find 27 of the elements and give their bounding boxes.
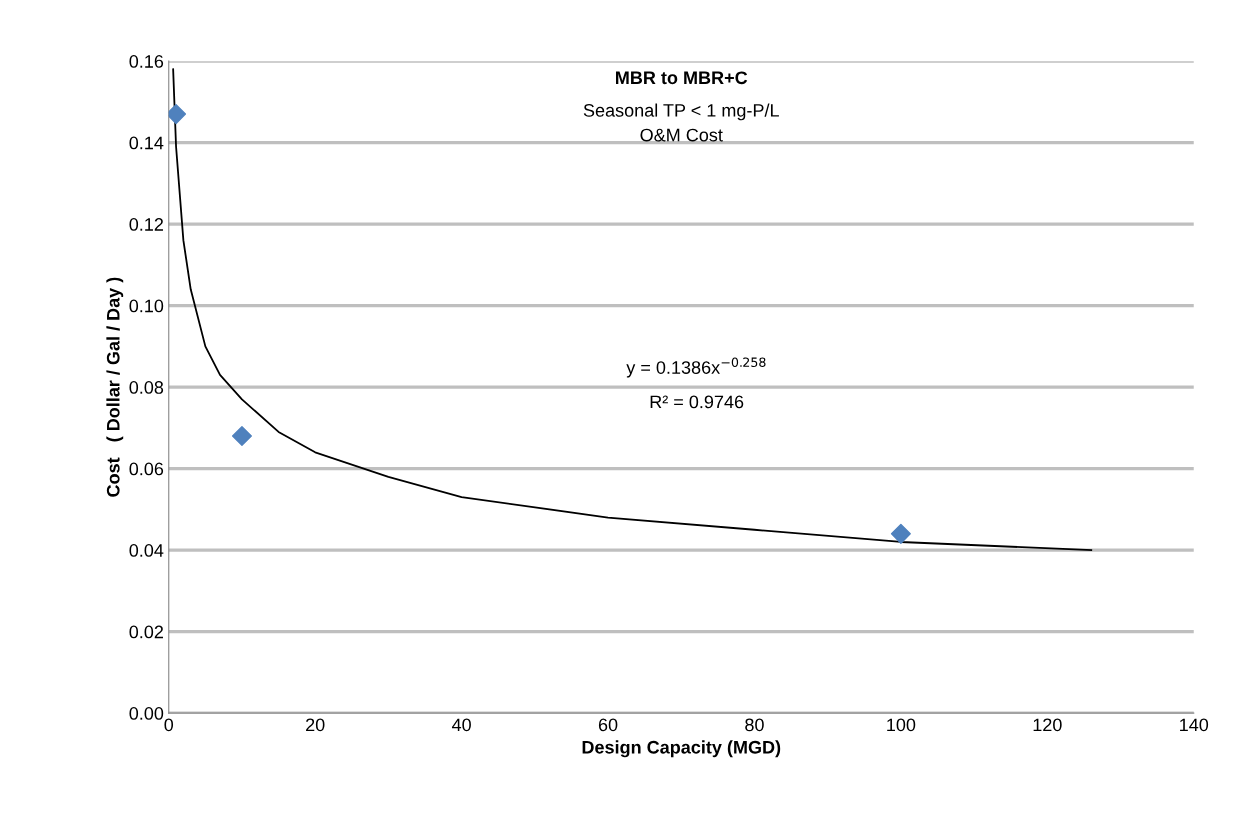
annotation: R² = 0.9746 <box>650 395 744 409</box>
y-tick-label: 0.06 <box>129 462 164 476</box>
annotation: y = 0.1386x$^{−0.258}$ <box>626 357 766 378</box>
x-tick-label: 100 <box>887 718 916 732</box>
x-tick-label: 80 <box>745 718 764 732</box>
y-tick-label: 0.16 <box>129 55 164 68</box>
x-tick-label: 140 <box>1180 718 1209 732</box>
line-series <box>172 68 1093 552</box>
x-tick-label: 0 <box>164 718 174 732</box>
point <box>168 104 187 125</box>
point <box>890 523 911 544</box>
y-tick-label: 0.08 <box>129 381 164 394</box>
y-tick-label: 0.14 <box>129 136 164 150</box>
y-tick-label: 0.00 <box>129 707 164 720</box>
y-tick-label: 0.02 <box>129 625 163 639</box>
x-tick-label: 40 <box>451 718 471 732</box>
x-tick-label: 120 <box>1033 718 1062 732</box>
y-axis-title: Cost ( Dollar / Gal / Day ) <box>106 277 124 497</box>
point <box>231 426 252 447</box>
x-tick-label: 20 <box>306 718 325 732</box>
x-axis-title: Design Capacity (MGD) <box>582 740 781 758</box>
chart-title: MBR to MBR+C <box>616 71 748 85</box>
x-tick-label: 60 <box>598 718 618 732</box>
text: Seasonal TP < 1 mg-P/L O&M Cost <box>583 103 779 142</box>
y-tick-label: 0.10 <box>129 299 164 313</box>
y-tick-label: 0.12 <box>129 218 163 231</box>
y-tick-label: 0.04 <box>129 544 164 557</box>
